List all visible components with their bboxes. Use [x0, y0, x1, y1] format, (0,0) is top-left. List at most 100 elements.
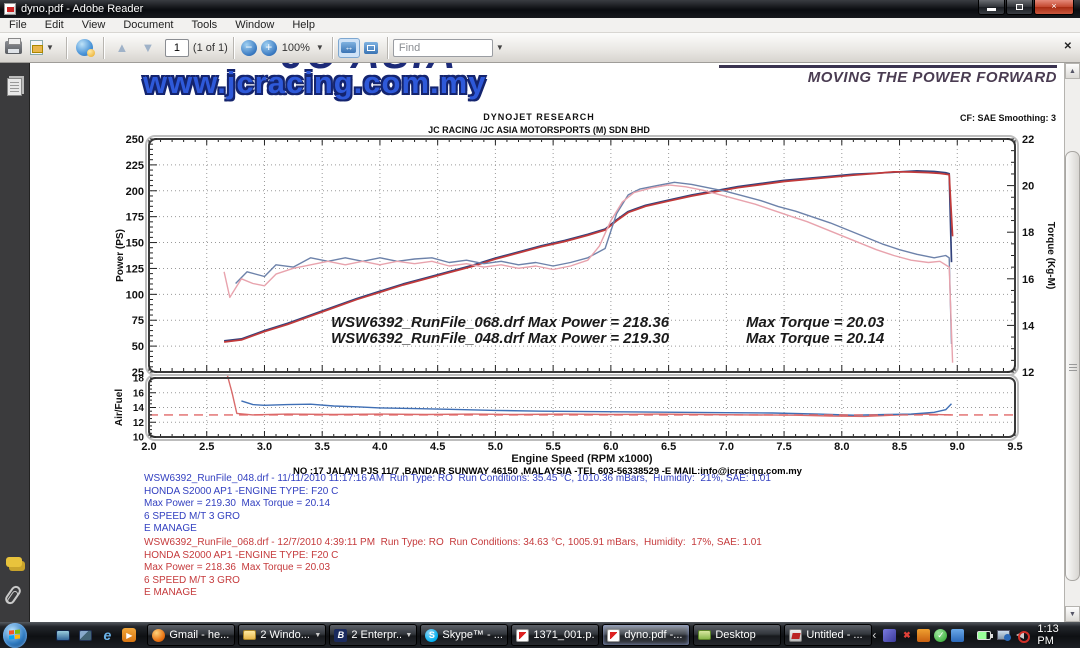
- media-player-icon[interactable]: ▶: [121, 627, 137, 643]
- folder-icon: [243, 630, 257, 640]
- menu-tools[interactable]: Tools: [191, 18, 218, 31]
- taskbar-button-label: Gmail - he...: [169, 629, 230, 641]
- taskbar-button-2-windo-[interactable]: 2 Windo... ▼: [238, 624, 327, 646]
- taskbar-button-gmail-he-[interactable]: Gmail - he...: [147, 624, 236, 646]
- toolbar-separator: [65, 36, 67, 59]
- volume-muted-icon[interactable]: [1016, 631, 1031, 643]
- svg-text:14: 14: [133, 403, 145, 414]
- svg-text:150: 150: [126, 238, 144, 250]
- svg-text:WSW6392_RunFile_048.drf Max Po: WSW6392_RunFile_048.drf Max Power = 219.…: [331, 330, 670, 347]
- collaborate-button[interactable]: [73, 36, 97, 60]
- run-info-line: Max Power = 219.30 Max Torque = 20.14: [144, 498, 331, 510]
- svg-text:Torque (Kg-M): Torque (Kg-M): [1045, 222, 1056, 290]
- minimize-button[interactable]: [978, 0, 1005, 15]
- address-line: NO :17 JALAN PJS 11/7 ,BANDAR SUNWAY 461…: [293, 466, 802, 477]
- skype-icon: S: [425, 628, 439, 642]
- header-rule: [719, 65, 1057, 68]
- app-indigo-tray-icon[interactable]: [883, 628, 897, 642]
- svg-text:Air/Fuel: Air/Fuel: [114, 389, 125, 426]
- task-buttons: Gmail - he... 2 Windo... ▼ B 2 Enterpr... ▼ S S…: [147, 624, 873, 646]
- svg-text:2.0: 2.0: [141, 441, 156, 453]
- menu-window[interactable]: Window: [235, 18, 275, 31]
- toolbar-separator: [102, 36, 104, 59]
- taskbar-button-desktop[interactable]: Desktop: [693, 624, 782, 646]
- close-button[interactable]: ×: [1034, 0, 1074, 15]
- print-button[interactable]: [1, 36, 25, 60]
- run-info-line: E MANAGE: [144, 587, 197, 599]
- dyno-chart: 25 50 75 100 125 150 175 200 225 250 12 14 16 18 20 22 1…: [114, 134, 1056, 465]
- jcracing-url-logo: www.jcracing.com.my: [143, 65, 487, 100]
- toolbar-close-icon[interactable]: ✕: [1063, 41, 1072, 52]
- fit-width-button[interactable]: ↔: [337, 37, 360, 58]
- taskbar-button-1371-001-p-[interactable]: 1371_001.p...: [511, 624, 600, 646]
- menu-help[interactable]: Help: [292, 18, 315, 31]
- vertical-scrollbar[interactable]: ▲ ▼: [1064, 63, 1080, 622]
- scroll-down-icon[interactable]: ▼: [1065, 606, 1080, 622]
- navigation-pane: [0, 63, 30, 622]
- scroll-up-icon[interactable]: ▲: [1065, 63, 1080, 79]
- svg-text:16: 16: [1022, 274, 1034, 286]
- adobe-red-tray-icon[interactable]: ✖: [903, 629, 911, 640]
- fit-page-button[interactable]: [360, 38, 382, 58]
- find-input[interactable]: [392, 38, 493, 57]
- taskbar-button-label: dyno.pdf -...: [624, 629, 683, 641]
- status-icons: [977, 630, 1031, 643]
- internet-explorer-icon[interactable]: e: [103, 627, 112, 643]
- svg-text:175: 175: [126, 212, 144, 224]
- app-blue-tray-icon[interactable]: [951, 628, 965, 642]
- app-orange-tray-icon[interactable]: [917, 628, 931, 642]
- svg-text:5.0: 5.0: [488, 441, 503, 453]
- menu-edit[interactable]: Edit: [44, 18, 64, 31]
- run-info-line: WSW6392_RunFile_068.drf - 12/7/2010 4:39…: [144, 537, 762, 548]
- svg-text:20: 20: [1022, 181, 1034, 193]
- attachments-panel-icon[interactable]: [3, 583, 23, 607]
- wsw6392-runfile-068-drf-power-curve: [223, 170, 954, 343]
- previous-page-button[interactable]: ▲: [110, 36, 134, 60]
- tray-icons: ✖ ✓: [883, 628, 965, 642]
- battery-icon[interactable]: [977, 630, 994, 640]
- scrollbar-thumb[interactable]: [1065, 151, 1080, 581]
- taskbar-button-dyno-pdf-[interactable]: dyno.pdf -...: [602, 624, 691, 646]
- taskbar-button-skype-[interactable]: S Skype™ - ...: [420, 624, 509, 646]
- switch-windows-icon[interactable]: [77, 627, 93, 643]
- taskbar-button-label: Skype™ - ...: [442, 629, 503, 641]
- svg-text:250: 250: [126, 134, 144, 146]
- menu-document[interactable]: Document: [123, 18, 174, 31]
- title-bar[interactable]: dyno.pdf - Adobe Reader ×: [0, 0, 1080, 18]
- menu-file[interactable]: File: [9, 18, 27, 31]
- zoom-dropdown-arrow-icon[interactable]: ▼: [315, 43, 324, 52]
- fit-page-icon: [363, 41, 378, 54]
- network-icon[interactable]: [997, 630, 1012, 641]
- email-button[interactable]: ▼: [27, 36, 60, 60]
- svg-text:200: 200: [126, 186, 144, 198]
- next-page-button[interactable]: ▼: [136, 36, 160, 60]
- svg-text:75: 75: [132, 315, 144, 327]
- arrow-up-icon: ▲: [115, 40, 129, 55]
- start-button[interactable]: [3, 622, 28, 648]
- pages-panel-icon[interactable]: [7, 78, 22, 96]
- quick-launch-bar: e ▶: [55, 627, 137, 643]
- notification-area: ‹ ✖ ✓ 1:13 PM: [872, 623, 1080, 647]
- tray-overflow-chevron-icon[interactable]: ‹: [872, 628, 877, 642]
- shop-name: JC RACING /JC ASIA MOTORSPORTS (M) SDN B…: [428, 125, 650, 135]
- zoom-out-button[interactable]: −: [240, 39, 257, 56]
- comments-panel-icon[interactable]: [6, 557, 22, 567]
- security-check-tray-icon[interactable]: ✓: [934, 628, 948, 642]
- find-dropdown-arrow-icon[interactable]: ▼: [495, 43, 504, 52]
- window-title: dyno.pdf - Adobe Reader: [21, 3, 144, 15]
- taskbar-button-untitled-[interactable]: Untitled - ...: [784, 624, 873, 646]
- svg-text:18: 18: [133, 374, 145, 385]
- toolbar-separator: [386, 36, 388, 59]
- svg-text:25: 25: [132, 367, 144, 379]
- zoom-in-button[interactable]: +: [260, 39, 277, 56]
- page-number-input[interactable]: [164, 38, 189, 57]
- svg-text:3.5: 3.5: [315, 441, 330, 453]
- run-info-line: HONDA S2000 AP1 -ENGINE TYPE: F20 C: [144, 549, 339, 561]
- show-desktop-icon[interactable]: [55, 627, 71, 643]
- svg-text:5.5: 5.5: [545, 441, 560, 453]
- menu-view[interactable]: View: [81, 18, 106, 31]
- taskbar-button-label: Untitled - ...: [806, 629, 863, 641]
- cf-smoothing-label: CF: SAE Smoothing: 3: [960, 113, 1056, 123]
- restore-button[interactable]: [1006, 0, 1033, 15]
